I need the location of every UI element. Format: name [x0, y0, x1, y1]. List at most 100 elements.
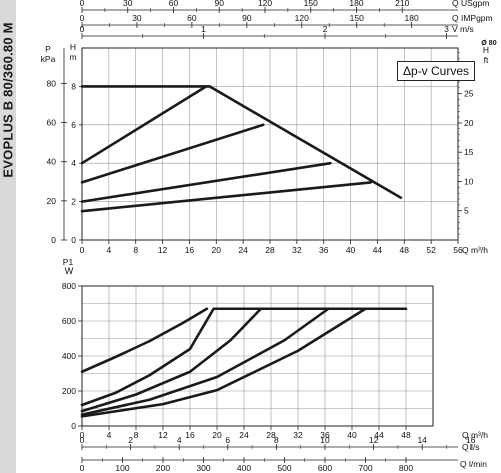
power-x-tick-label: 36	[320, 430, 330, 440]
power-x-tick-label: 20	[212, 430, 222, 440]
head-x-tick-label: 44	[373, 245, 383, 255]
head-secondary-tick-label: 120	[258, 0, 272, 8]
head-m-tick-label: 0	[71, 235, 76, 245]
head-ft-tick-label: 25	[464, 89, 474, 99]
power-ls-tick-label: 12	[369, 435, 379, 445]
head-ft-unit-label: ft	[484, 55, 489, 65]
head-curve-3	[80, 123, 265, 184]
power-x-tick-label: 12	[158, 430, 168, 440]
head-x-tick-label: 12	[158, 245, 168, 255]
head-secondary-tick-label: 0	[80, 13, 85, 23]
head-secondary-tick-label: 0	[80, 0, 85, 8]
head-x-tick-label: 20	[212, 245, 222, 255]
power-ls-tick-label: 16	[466, 435, 476, 445]
head-kpa-tick-label: 60	[47, 118, 57, 128]
power-y-tick-label: 400	[62, 351, 76, 361]
head-secondary-tick-label: 0	[80, 24, 85, 34]
head-ft-tick-label: 20	[464, 118, 474, 128]
head-ft-tick-label: 5	[464, 206, 469, 216]
power-y-tick-label: 800	[62, 281, 76, 291]
head-x-tick-label: 56	[453, 245, 463, 255]
head-m-unit-label: m	[69, 52, 76, 62]
head-x-tick-label: 32	[292, 245, 302, 255]
power-lmin-tick-label: 800	[399, 463, 413, 473]
head-secondary-tick-label: 90	[215, 0, 225, 8]
velocity-diameter-label: Ø 80	[481, 40, 496, 47]
power-ls-tick-label: 2	[128, 435, 133, 445]
head-secondary-tick-label: 180	[405, 13, 419, 23]
power-lmin-tick-label: 100	[115, 463, 129, 473]
power-lmin-tick-label: 400	[237, 463, 251, 473]
power-lmin-axis-label: Q l/min	[460, 459, 487, 469]
head-secondary-tick-label: 3	[444, 24, 449, 34]
power-x-tick-label: 8	[134, 430, 139, 440]
power-lmin-tick-label: 0	[80, 463, 85, 473]
power-ls-tick-label: 8	[274, 435, 279, 445]
power-x-tick-label: 32	[293, 430, 303, 440]
power-ls-tick-label: 14	[417, 435, 427, 445]
head-kpa-unit-label: kPa	[41, 54, 56, 64]
power-lmin-tick-label: 600	[318, 463, 332, 473]
power-ls-tick-label: 10	[320, 435, 330, 445]
power-curve-3	[80, 307, 263, 413]
power-lmin-tick-label: 200	[156, 463, 170, 473]
head-curve-5	[80, 181, 373, 213]
power-y-unit-label: W	[65, 266, 74, 276]
head-x-tick-label: 0	[80, 245, 85, 255]
power-y-tick-label: 200	[62, 386, 76, 396]
power-x-tick-label: 28	[266, 430, 276, 440]
head-curve-4	[80, 161, 332, 203]
head-m-tick-label: 8	[71, 81, 76, 91]
power-x-tick-label: 16	[185, 430, 195, 440]
power-x-tick-label: 4	[107, 430, 112, 440]
power-x-tick-label: 44	[374, 430, 384, 440]
head-x-axis-label: Q m³/h	[462, 245, 488, 255]
power-curve-5	[80, 307, 367, 418]
power-x-axis-label: Q m³/h	[462, 430, 488, 440]
power-ls-axis-label: Q l/s	[462, 442, 479, 452]
head-kpa-tick-label: 40	[47, 157, 57, 167]
head-m-tick-label: 2	[71, 197, 76, 207]
power-x-tick-label: 48	[401, 430, 411, 440]
head-secondary-tick-label: 150	[350, 13, 364, 23]
head-x-tick-label: 48	[400, 245, 410, 255]
head-x-tick-label: 4	[106, 245, 111, 255]
head-m-axis-label: H	[70, 42, 76, 52]
power-ls-tick-label: 0	[80, 435, 85, 445]
power-curve-2	[80, 307, 408, 407]
head-x-tick-label: 8	[133, 245, 138, 255]
power-lmin-tick-label: 500	[277, 463, 291, 473]
power-ls-tick-label: 4	[177, 435, 182, 445]
power-x-tick-label: 40	[347, 430, 357, 440]
head-x-tick-label: 40	[346, 245, 356, 255]
head-x-tick-label: 16	[185, 245, 195, 255]
head-m-tick-label: 6	[71, 120, 76, 130]
head-secondary-tick-label: 1	[201, 24, 206, 34]
head-secondary-axis-label: V m/s	[452, 24, 474, 34]
head-kpa-axis-label: P	[45, 44, 51, 54]
head-ft-tick-label: 10	[464, 176, 474, 186]
power-curve-1	[80, 307, 209, 374]
head-kpa-tick-label: 20	[47, 196, 57, 206]
head-secondary-tick-label: 60	[187, 13, 197, 23]
power-ls-tick-label: 6	[225, 435, 230, 445]
power-lmin-tick-label: 700	[358, 463, 372, 473]
head-ft-axis-label: H	[483, 45, 489, 55]
power-x-tick-label: 24	[239, 430, 249, 440]
head-secondary-tick-label: 120	[295, 13, 309, 23]
head-secondary-tick-label: 30	[123, 0, 133, 8]
head-secondary-tick-label: 210	[395, 0, 409, 8]
power-lmin-tick-label: 300	[196, 463, 210, 473]
head-secondary-tick-label: 180	[349, 0, 363, 8]
head-secondary-tick-label: 90	[242, 13, 252, 23]
head-kpa-tick-label: 0	[51, 235, 56, 245]
head-curve-1	[80, 85, 403, 200]
power-x-tick-label: 0	[80, 430, 85, 440]
head-x-tick-label: 36	[319, 245, 329, 255]
power-y-axis-label: P1	[63, 257, 74, 267]
head-curve-2	[80, 85, 208, 165]
head-x-tick-label: 24	[238, 245, 248, 255]
legend-curve-type: Δp-v Curves	[397, 61, 476, 81]
head-secondary-tick-label: 2	[323, 24, 328, 34]
